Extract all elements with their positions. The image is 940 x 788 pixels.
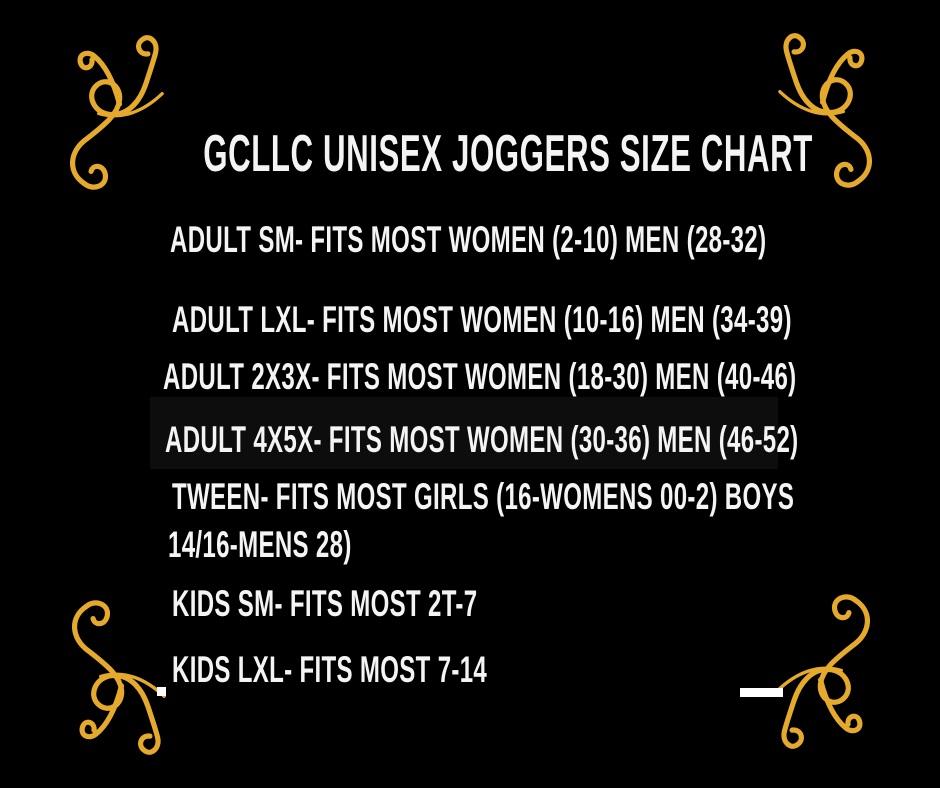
size-row-text: 14/16-MENS 28)	[168, 524, 352, 565]
size-row-adult-lxl: ADULT LXL- FITS MOST WOMEN (10-16) MEN (…	[172, 299, 940, 340]
size-row-kids-sm: KIDS SM- FITS MOST 2T-7	[172, 583, 642, 624]
background-band	[150, 397, 778, 469]
size-row-adult-4x5x: ADULT 4X5X- FITS MOST WOMEN (30-36) MEN …	[165, 419, 940, 460]
size-row-adult-sm: ADULT SM- FITS MOST WOMEN (2-10) MEN (28…	[170, 219, 940, 260]
page-title: GCLLC UNISEX JOGGERS SIZE CHART	[0, 128, 940, 180]
size-row-text: ADULT SM- FITS MOST WOMEN (2-10) MEN (28…	[170, 219, 767, 260]
size-row-adult-2x3x: ADULT 2X3X- FITS MOST WOMEN (18-30) MEN …	[163, 356, 940, 397]
white-dash-mark	[740, 688, 783, 697]
size-row-text: ADULT 4X5X- FITS MOST WOMEN (30-36) MEN …	[165, 419, 799, 460]
page-title-text: GCLLC UNISEX JOGGERS SIZE CHART	[203, 125, 813, 183]
size-row-text: ADULT 2X3X- FITS MOST WOMEN (18-30) MEN …	[163, 356, 797, 397]
size-row-tween-line-1: TWEEN- FITS MOST GIRLS (16-WOMENS 00-2) …	[172, 476, 940, 517]
size-row-text: ADULT LXL- FITS MOST WOMEN (10-16) MEN (…	[172, 299, 792, 340]
size-row-tween-line-2: 14/16-MENS 28)	[168, 524, 451, 565]
size-row-text: KIDS LXL- FITS MOST 7-14	[172, 649, 488, 690]
size-row-text: KIDS SM- FITS MOST 2T-7	[172, 583, 478, 624]
size-row-kids-lxl: KIDS LXL- FITS MOST 7-14	[172, 649, 657, 690]
white-dot-mark	[157, 687, 166, 696]
corner-flourish-bottom-left-icon	[54, 594, 189, 774]
size-row-text: TWEEN- FITS MOST GIRLS (16-WOMENS 00-2) …	[172, 476, 795, 517]
corner-flourish-bottom-right-icon	[753, 588, 888, 768]
